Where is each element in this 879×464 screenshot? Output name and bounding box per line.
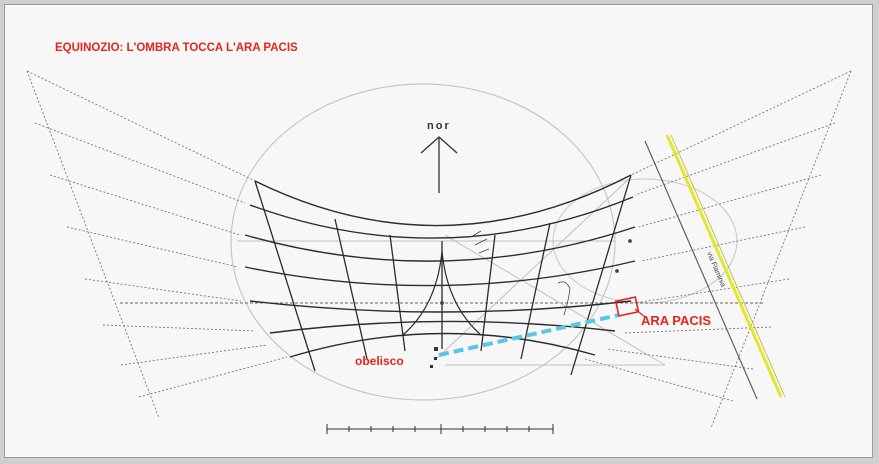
diagram-title: EQUINOZIO: L'OMBRA TOCCA L'ARA PACIS — [55, 42, 298, 54]
meridian-diagram: nor via Flaminia ARA PACIS obelisco — [26, 42, 852, 434]
outer-hour-lines — [26, 70, 852, 429]
north-label: nor — [427, 120, 451, 132]
road-edge-line — [644, 140, 758, 400]
meridian-curves — [402, 250, 482, 336]
shadow-line — [438, 313, 620, 357]
helper-lines — [237, 176, 666, 366]
ara-pacis-pointer — [634, 308, 646, 318]
obelisk-marker — [430, 347, 438, 368]
scale-bar-icon — [326, 424, 554, 434]
ara-pacis-marker — [614, 296, 640, 317]
outer-ellipse — [230, 83, 616, 401]
road-yellow-line — [665, 134, 783, 398]
hour-lines — [254, 174, 632, 376]
obelisk-label: obelisco — [355, 354, 404, 368]
north-arrow-icon — [420, 136, 458, 193]
ara-pacis-label: ARA PACIS — [641, 313, 711, 328]
road-label: via Flaminia — [705, 251, 726, 288]
diagram-frame: nor via Flaminia ARA PACIS obelisco — [4, 4, 873, 458]
road-yellow-inner — [670, 134, 786, 398]
annotation-marks — [440, 230, 632, 316]
